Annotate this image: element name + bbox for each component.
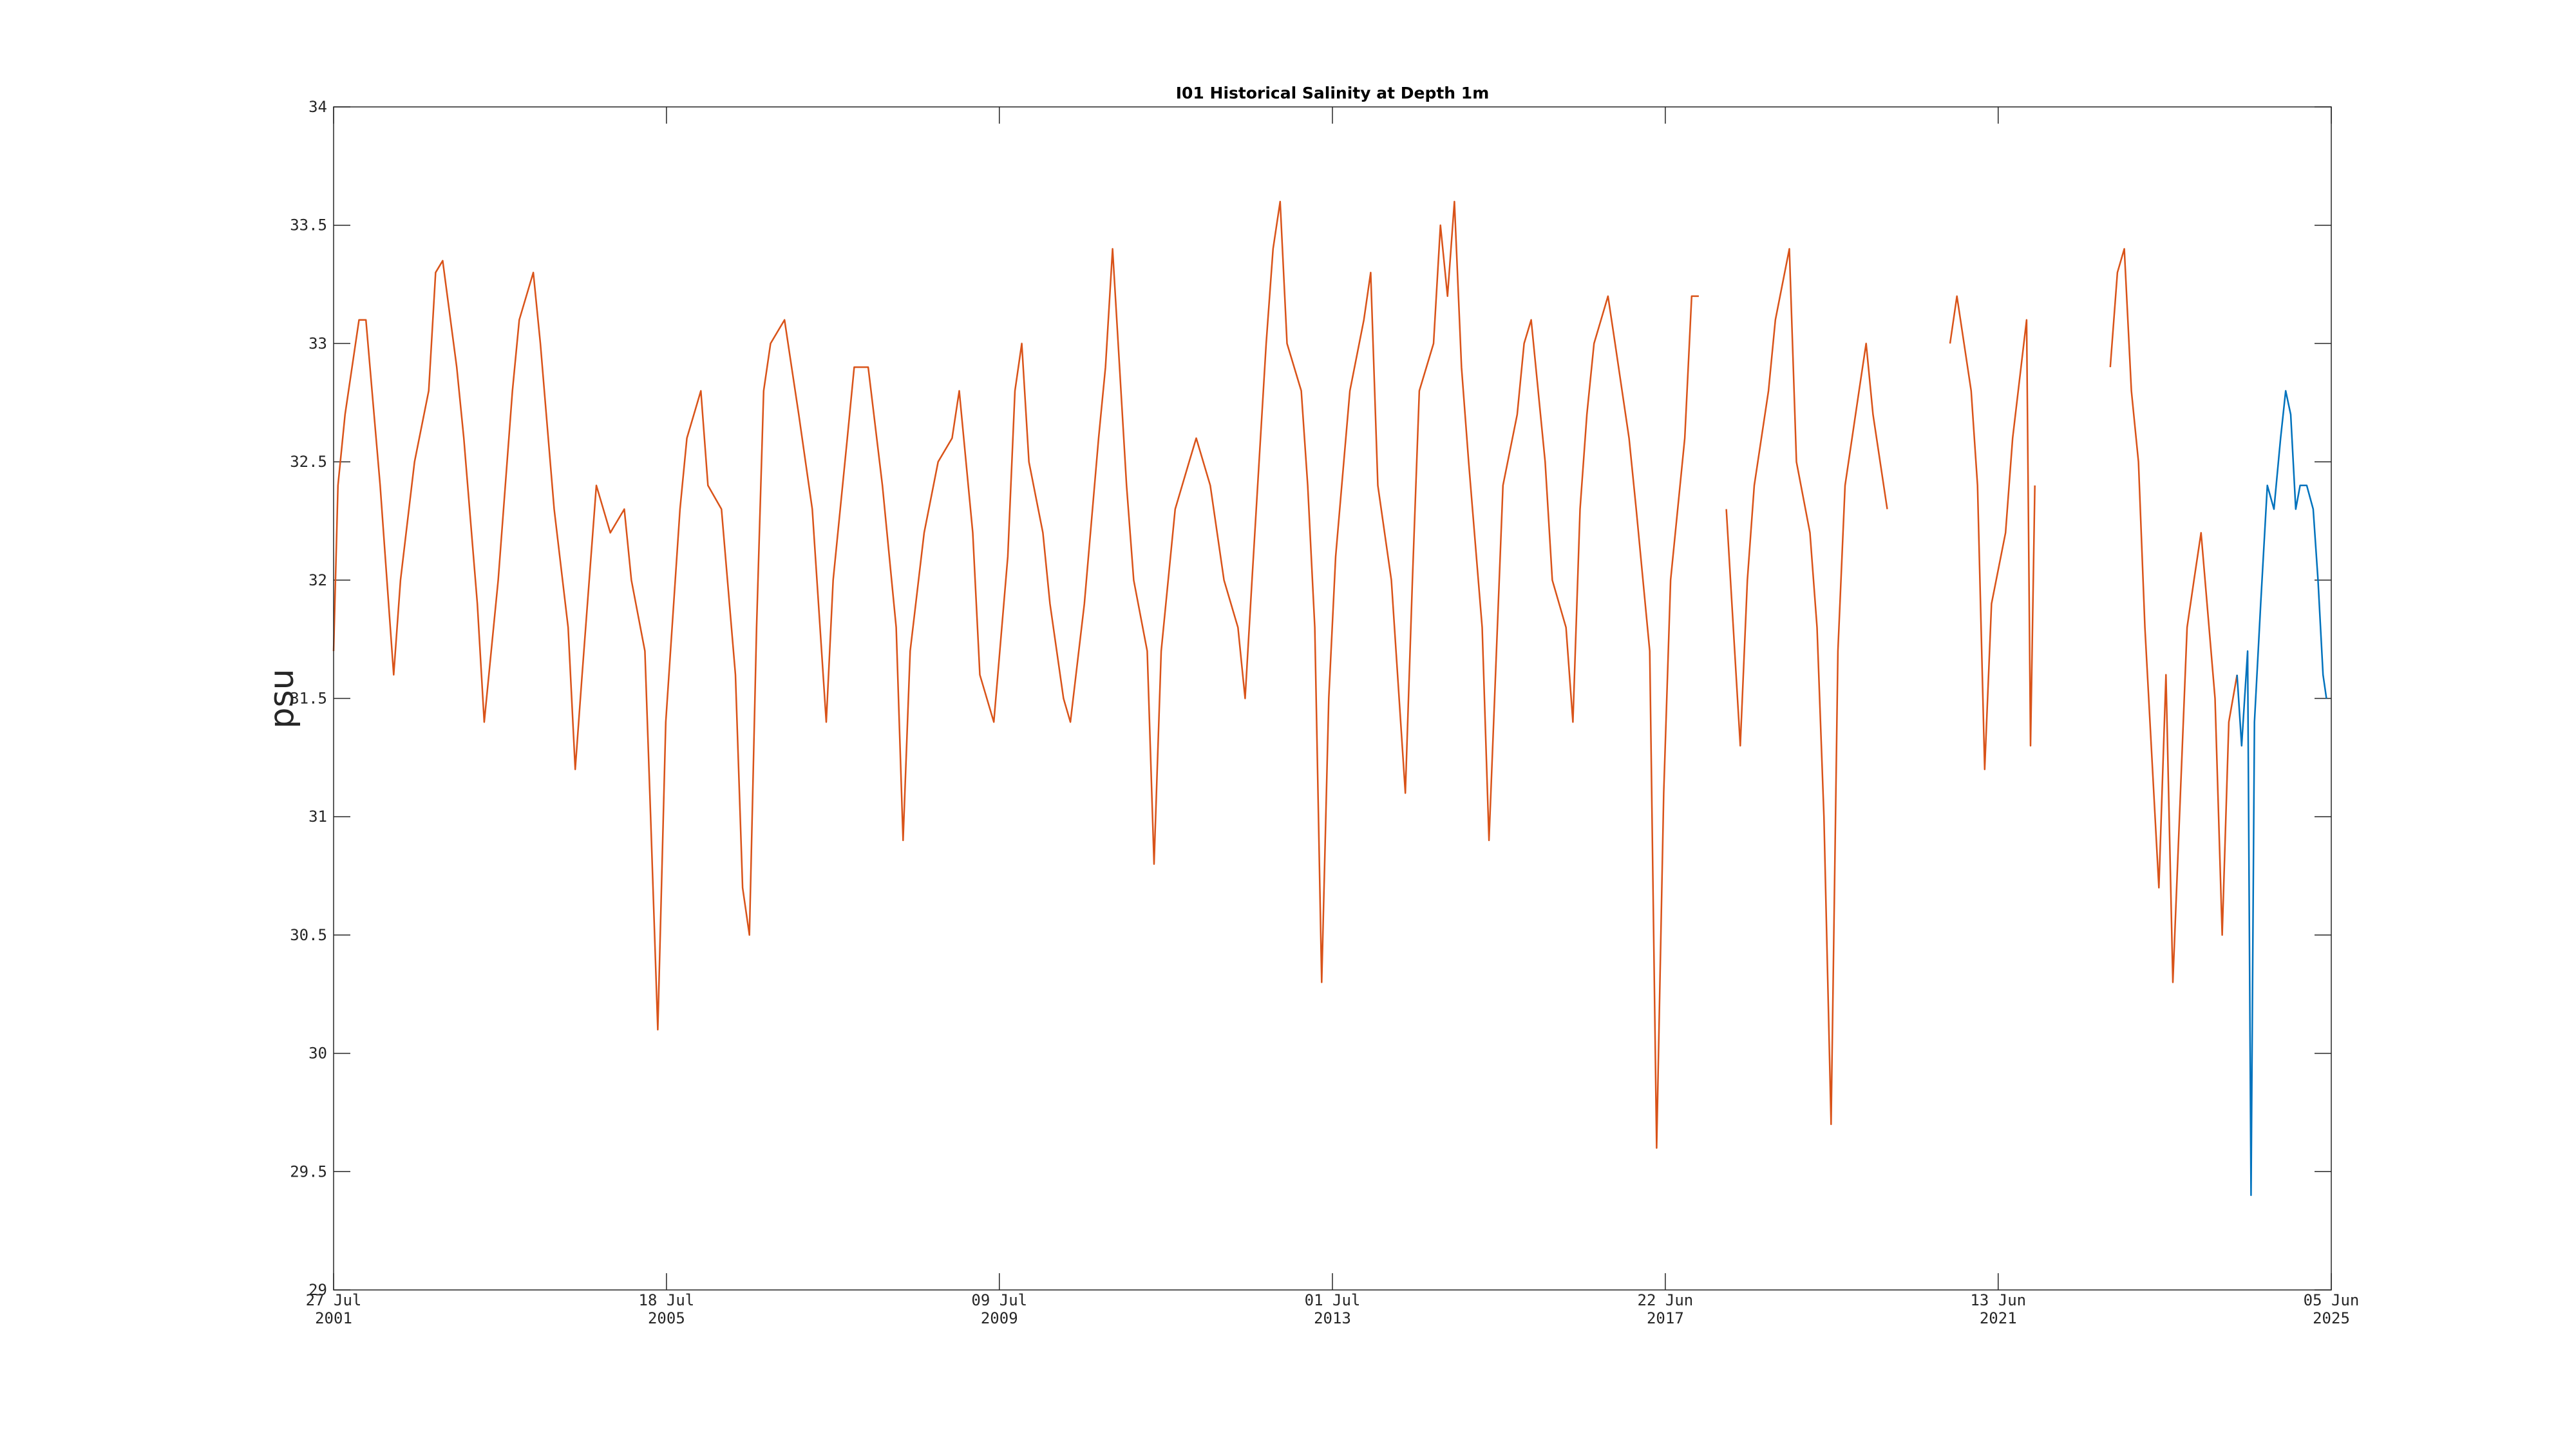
x-tick-label: 05 Jun bbox=[2304, 1291, 2360, 1309]
y-tick-label: 31.5 bbox=[290, 690, 327, 708]
x-tick-label: 2013 bbox=[1314, 1309, 1351, 1327]
x-tick-label: 27 Jul bbox=[306, 1291, 362, 1309]
chart-title: I01 Historical Salinity at Depth 1m bbox=[1176, 84, 1490, 102]
y-tick-label: 29.5 bbox=[290, 1162, 327, 1180]
x-tick-label: 01 Jul bbox=[1305, 1291, 1361, 1309]
y-tick-label: 33.5 bbox=[290, 216, 327, 234]
x-tick-label: 2009 bbox=[981, 1309, 1018, 1327]
y-tick-label: 29 bbox=[308, 1281, 327, 1299]
y-tick-label: 30 bbox=[308, 1045, 327, 1063]
y-tick-label: 33 bbox=[308, 334, 327, 352]
x-tick-label: 2001 bbox=[315, 1309, 352, 1327]
x-tick-label: 13 Jun bbox=[1970, 1291, 2026, 1309]
x-tick-label: 2021 bbox=[1980, 1309, 2017, 1327]
series-line bbox=[332, 200, 2238, 1149]
y-tick-label: 32.5 bbox=[290, 453, 327, 471]
plot-area bbox=[334, 107, 2331, 1290]
x-tick-label: 2017 bbox=[1647, 1309, 1684, 1327]
x-tick-label: 2005 bbox=[648, 1309, 685, 1327]
axes-box bbox=[333, 106, 2332, 1291]
y-tick-label: 30.5 bbox=[290, 926, 327, 944]
x-tick-label: 22 Jun bbox=[1638, 1291, 1694, 1309]
y-tick-label: 32 bbox=[308, 571, 327, 589]
series-line bbox=[2236, 390, 2327, 1197]
x-tick-label: 09 Jul bbox=[971, 1291, 1027, 1309]
y-tick-label: 31 bbox=[308, 808, 327, 826]
x-tick-label: 18 Jul bbox=[639, 1291, 695, 1309]
x-tick-label: 2025 bbox=[2313, 1309, 2350, 1327]
y-tick-label: 34 bbox=[308, 98, 327, 116]
y-axis-label: psu bbox=[263, 668, 301, 728]
